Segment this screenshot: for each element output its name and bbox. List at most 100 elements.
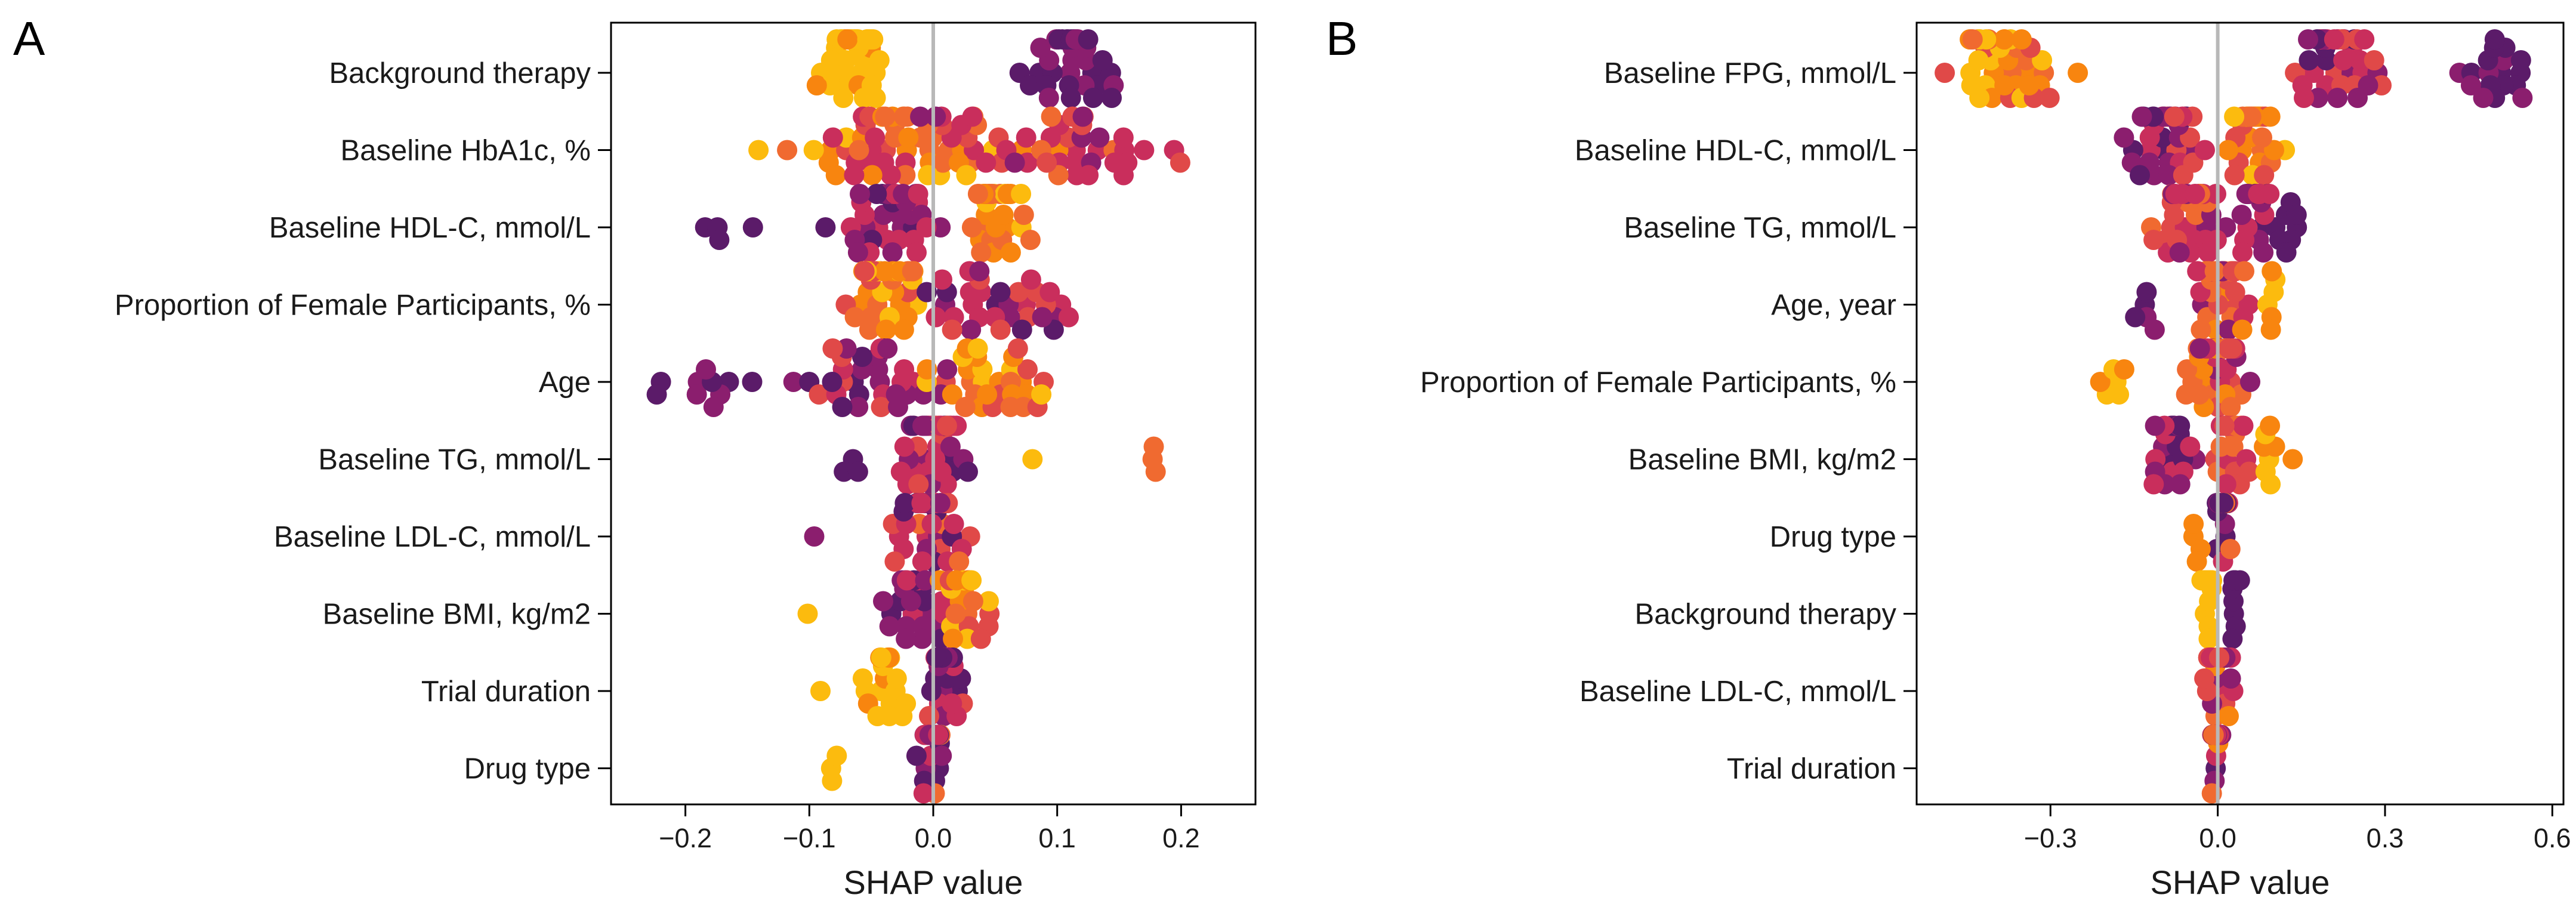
shap-point	[1039, 282, 1060, 303]
shap-point	[2019, 75, 2040, 95]
shap-point	[956, 165, 977, 186]
shap-point	[834, 461, 854, 482]
shap-point	[2512, 88, 2533, 108]
shap-point	[1143, 436, 1164, 457]
shap-point	[825, 165, 846, 186]
x-tick-label: −0.2	[659, 823, 712, 853]
feature-label: Age, year	[1771, 289, 1896, 322]
feature-label: Baseline BMI, kg/m2	[1628, 444, 1896, 476]
shap-point	[1994, 29, 2014, 50]
shap-point	[873, 591, 893, 612]
shap-point	[865, 88, 886, 108]
shap-point	[1134, 140, 1155, 161]
shap-point	[2185, 184, 2205, 204]
shap-point	[1008, 282, 1029, 303]
shap-point	[962, 106, 983, 127]
shap-point	[879, 616, 900, 637]
shap-point	[2143, 230, 2164, 250]
feature-label: Baseline BMI, kg/m2	[323, 599, 591, 631]
shap-point	[1145, 461, 1166, 482]
panel-a-letter: A	[13, 12, 45, 65]
shap-point	[912, 551, 933, 572]
shap-point	[1113, 127, 1134, 148]
shap-point	[871, 647, 891, 668]
shap-point	[803, 140, 824, 161]
shap-point	[875, 106, 896, 127]
shap-point	[1020, 75, 1040, 95]
shap-point	[979, 591, 999, 612]
shap-point	[1030, 38, 1051, 58]
shap-point	[2198, 628, 2219, 649]
shap-point	[2276, 242, 2297, 263]
panel-b-letter: B	[1326, 12, 1358, 65]
shap-point	[854, 261, 875, 282]
x-tick-label: 0.0	[2199, 823, 2236, 853]
shap-point	[1016, 127, 1036, 148]
shap-point	[2139, 127, 2160, 148]
shap-point	[908, 184, 928, 204]
shap-point	[1170, 152, 1190, 173]
shap-point	[2216, 474, 2236, 495]
shap-point	[709, 230, 730, 250]
shap-point	[859, 319, 880, 340]
x-tick-label: 0.3	[2367, 823, 2404, 853]
shap-point	[2145, 415, 2165, 436]
panel-b-points	[1935, 29, 2533, 804]
shap-point	[2203, 724, 2224, 745]
shap-point	[703, 397, 724, 417]
shap-point	[2307, 88, 2328, 108]
shap-point	[1011, 184, 1032, 204]
shap-point	[850, 184, 870, 204]
shap-point	[2222, 628, 2243, 649]
shap-point	[976, 152, 997, 173]
shap-point	[777, 140, 798, 161]
shap-point	[2460, 75, 2481, 95]
shap-point	[804, 526, 825, 547]
shap-point	[2282, 449, 2303, 470]
shap-point	[871, 397, 891, 417]
shap-point	[822, 338, 843, 359]
shap-point	[958, 461, 978, 482]
shap-point	[2260, 106, 2281, 127]
shap-point	[2011, 29, 2032, 50]
shap-point	[2510, 50, 2531, 70]
shap-point	[908, 474, 929, 495]
shap-point	[2473, 88, 2494, 108]
shap-point	[862, 165, 883, 186]
shap-point	[894, 359, 915, 380]
shap-point	[2210, 436, 2231, 457]
shap-point	[894, 106, 915, 127]
shap-point	[822, 372, 843, 392]
shap-point	[2252, 127, 2272, 148]
panel-b: B Baseline FPG, mmol/L Baseline HDL-C, mm…	[1326, 12, 2571, 901]
shap-point	[906, 745, 927, 766]
shap-point	[926, 647, 947, 668]
shap-point	[860, 29, 880, 50]
shap-point	[2186, 551, 2207, 572]
panel-b-x-axis: −0.3 0.0 0.3 0.6	[2024, 804, 2571, 853]
shap-point	[896, 570, 917, 591]
shap-point	[2183, 514, 2204, 534]
shap-point	[2165, 184, 2186, 204]
shap-point	[2220, 397, 2241, 417]
shap-point	[869, 50, 890, 70]
shap-point	[915, 570, 936, 591]
shap-point	[2109, 384, 2130, 405]
shap-point	[2262, 261, 2282, 282]
panel-b-plot-frame	[1915, 21, 2565, 806]
shap-point	[949, 551, 970, 572]
shap-point	[844, 307, 865, 328]
shap-point	[967, 338, 988, 359]
shap-point	[2233, 415, 2254, 436]
shap-point	[2170, 474, 2191, 495]
shap-point	[742, 372, 763, 392]
shap-point	[2114, 127, 2134, 148]
shap-point	[2253, 242, 2274, 263]
shap-point	[1038, 88, 1059, 108]
shap-point	[1032, 307, 1053, 328]
shap-point	[1994, 75, 2015, 95]
shap-point	[2189, 338, 2210, 359]
feature-label: Baseline HDL-C, mmol/L	[269, 212, 591, 244]
shap-point	[877, 338, 898, 359]
shap-point	[969, 261, 990, 282]
